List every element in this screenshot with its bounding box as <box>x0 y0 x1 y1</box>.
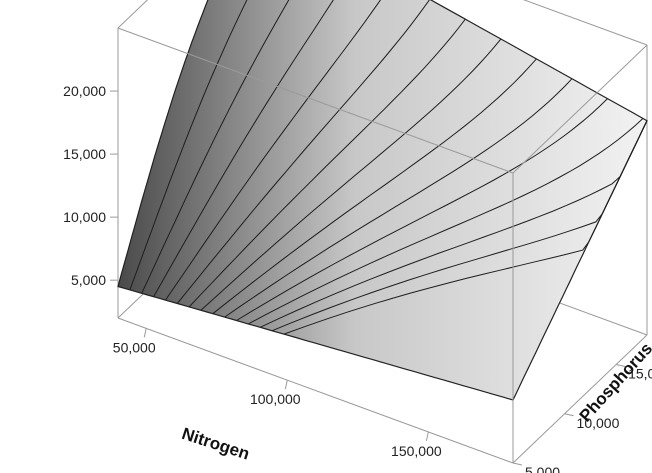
x-tick <box>425 431 429 442</box>
box-edge <box>117 317 514 464</box>
contour-line <box>236 98 608 321</box>
contour-line <box>129 0 248 291</box>
box-edge <box>512 44 648 174</box>
surface-contours <box>129 0 648 335</box>
contour-line <box>212 58 537 315</box>
contour-line <box>164 0 382 301</box>
x-tick <box>143 328 147 338</box>
contour-line <box>153 0 334 297</box>
contour-line <box>141 0 290 294</box>
box-edge <box>117 27 514 174</box>
x-tick-label: 100,000 <box>250 391 301 407</box>
y-axis-title: Phosphorus <box>576 339 652 425</box>
contour-line <box>248 118 644 325</box>
z-tick-label: 15,000 <box>63 146 106 162</box>
x-tick-label: 150,000 <box>391 443 442 459</box>
contour-line <box>200 38 502 311</box>
x-tick-label: 50,000 <box>113 339 156 355</box>
contour-line <box>283 120 648 335</box>
y-tick <box>564 413 574 417</box>
z-tick-label: 5,000 <box>71 272 106 288</box>
axis-ticks: 50,000 100,000 150,000 5,000 10,000 15,000 5,0… <box>63 83 652 473</box>
y-tick <box>615 364 626 368</box>
z-tick-label: 20,000 <box>63 83 106 99</box>
contour-line <box>224 78 573 318</box>
box-edge <box>522 0 648 46</box>
z-tick-label: 10,000 <box>63 209 106 225</box>
y-tick-label: 5,000 <box>525 464 560 473</box>
box-edge <box>117 0 149 29</box>
box-edge <box>512 334 648 464</box>
y-tick-label: 15,000 <box>628 366 652 382</box>
x-tick <box>284 380 288 390</box>
y-tick <box>512 462 523 466</box>
plot-box-front <box>117 27 648 464</box>
contour-line <box>176 0 430 304</box>
y-tick-label: 10,000 <box>577 415 620 431</box>
x-axis-title: Nitrogen <box>180 424 252 464</box>
contour-line <box>188 18 466 308</box>
